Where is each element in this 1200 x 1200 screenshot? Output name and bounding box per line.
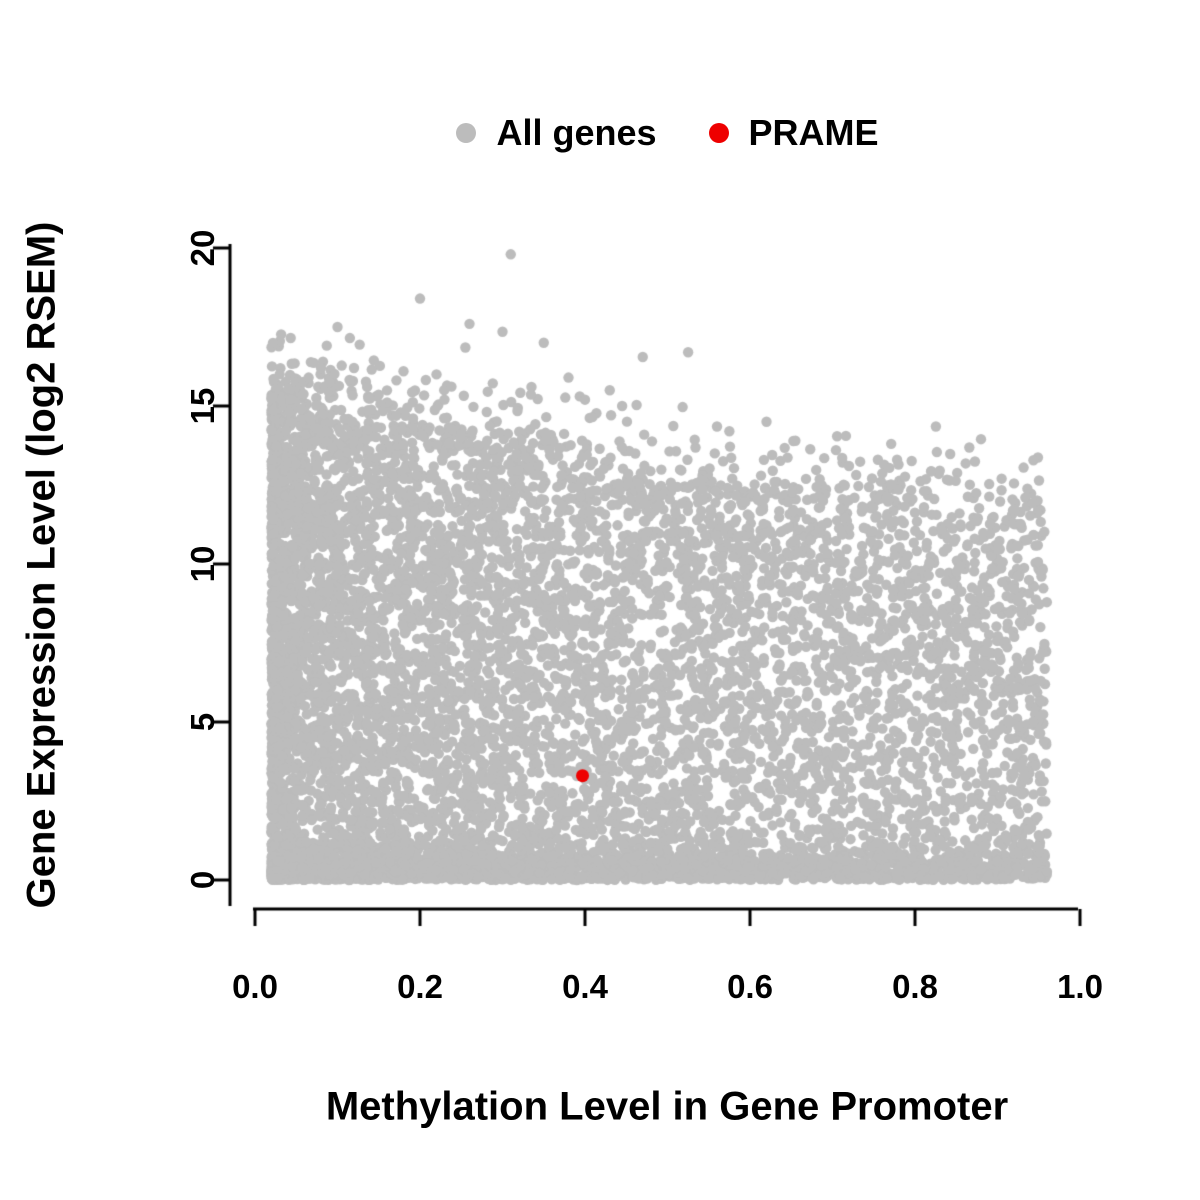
- y-tick-label: 10: [184, 545, 221, 583]
- all-genes-marker-icon: [456, 123, 477, 143]
- x-axis-title: Methylation Level in Gene Promoter: [325, 1084, 1009, 1129]
- y-tick-label: 15: [184, 387, 221, 425]
- x-tick-label: 1.0: [1057, 968, 1103, 1005]
- x-tick-label: 0.0: [232, 968, 278, 1005]
- y-tick-label: 0: [184, 870, 221, 890]
- x-tick-label: 0.4: [562, 968, 608, 1005]
- prame-marker-icon: [708, 123, 729, 143]
- legend-item-prame: PRAME: [708, 112, 879, 154]
- y-axis-title: Gene Expression Level (log2 RSEM): [19, 221, 64, 909]
- y-tick-label: 20: [184, 229, 221, 267]
- x-tick-label: 0.8: [892, 968, 938, 1005]
- y-tick-label: 5: [184, 712, 221, 732]
- legend-label-prame: PRAME: [748, 112, 879, 153]
- legend-label-all-genes: All genes: [496, 112, 657, 153]
- x-tick-label: 0.6: [727, 968, 773, 1005]
- legend-item-all-genes: All genes: [456, 112, 657, 154]
- x-tick-label: 0.2: [397, 968, 443, 1005]
- legend: All genes PRAME: [255, 112, 1080, 154]
